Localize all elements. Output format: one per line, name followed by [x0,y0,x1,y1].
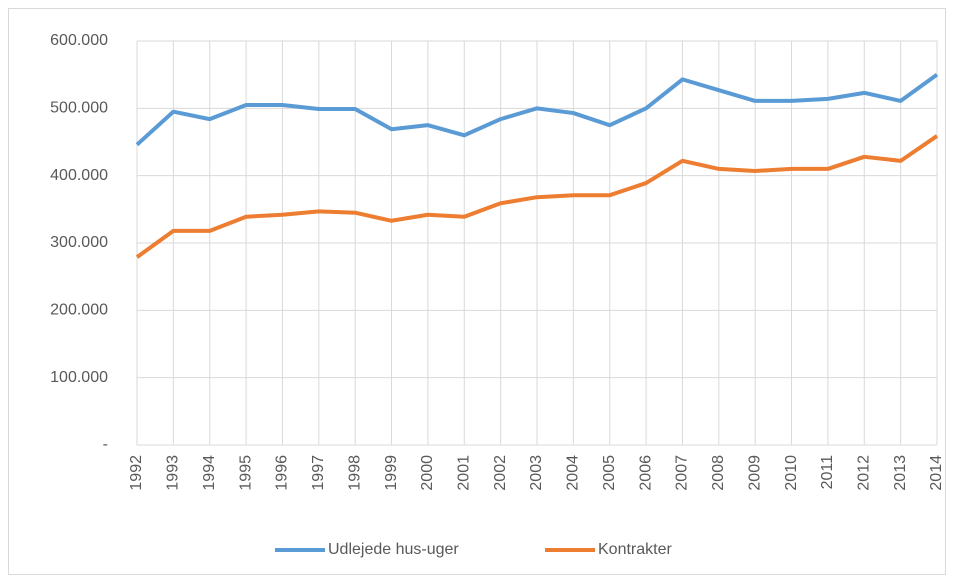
x-tick-label: 1994 [201,455,218,491]
x-tick-label: 2013 [892,455,909,491]
x-tick-label: 2014 [928,455,945,491]
x-tick-label: 1995 [237,455,254,491]
x-tick-label: 1998 [346,455,363,491]
x-tick-label: 2003 [528,455,545,491]
x-tick-label: 2010 [783,455,800,491]
series-line [135,134,939,259]
x-tick-label: 1999 [383,455,400,491]
x-tick-label: 2002 [492,455,509,491]
y-tick-label: 600.000 [50,32,108,49]
y-tick-label: 500.000 [50,100,108,117]
x-tick-label: 1996 [274,455,291,491]
chart-border [8,8,946,575]
legend-label: Kontrakter [598,541,672,558]
x-tick-label: 2005 [601,455,618,491]
y-tick-label: 400.000 [50,167,108,184]
x-tick-label: 2007 [674,455,691,491]
x-tick-label: 2009 [746,455,763,491]
x-tick-label: 2008 [710,455,727,491]
x-tick-label: 2011 [819,455,836,490]
y-tick-label: 100.000 [50,369,108,386]
y-tick-label: 200.000 [50,302,108,319]
x-tick-label: 2012 [855,455,872,491]
x-tick-label: 2004 [565,455,582,491]
y-tick-label: - [103,436,108,453]
y-tick-label: 300.000 [50,234,108,251]
x-tick-label: 2001 [455,455,472,491]
x-tick-label: 2006 [637,455,654,491]
x-tick-label: 2000 [419,455,436,491]
x-tick-label: 1997 [310,455,327,491]
legend-label: Udlejede hus-uger [328,541,459,558]
x-tick-label: 1993 [165,455,182,491]
x-tick-label: 1992 [128,455,145,491]
series-line [135,73,939,147]
